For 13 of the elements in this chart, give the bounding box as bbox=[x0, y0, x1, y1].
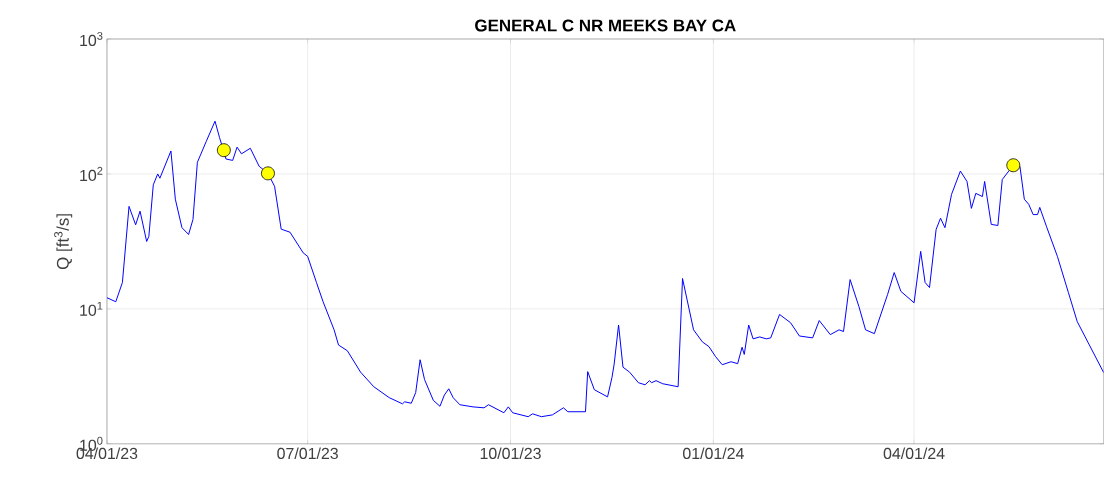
y-axis-title: Q [ft$^{3}$/s] bbox=[54, 214, 73, 270]
x-tick-label: 04/01/24 bbox=[883, 447, 945, 460]
line-series bbox=[106, 120, 1104, 418]
y-tick-label: 10$^{3}$ bbox=[80, 31, 103, 47]
chart-title: GENERAL C NR MEEKS BAY CA bbox=[475, 19, 736, 32]
point bbox=[1006, 158, 1021, 173]
y-tick-label: 10$^{2}$ bbox=[80, 166, 103, 182]
x-tick-label: 07/01/23 bbox=[277, 447, 338, 460]
x-tick-label: 01/01/24 bbox=[683, 447, 744, 460]
y-tick-label: 10$^{1}$ bbox=[80, 301, 103, 317]
point bbox=[216, 143, 231, 158]
point bbox=[261, 166, 275, 181]
x-tick-label: 10/01/23 bbox=[480, 447, 541, 460]
